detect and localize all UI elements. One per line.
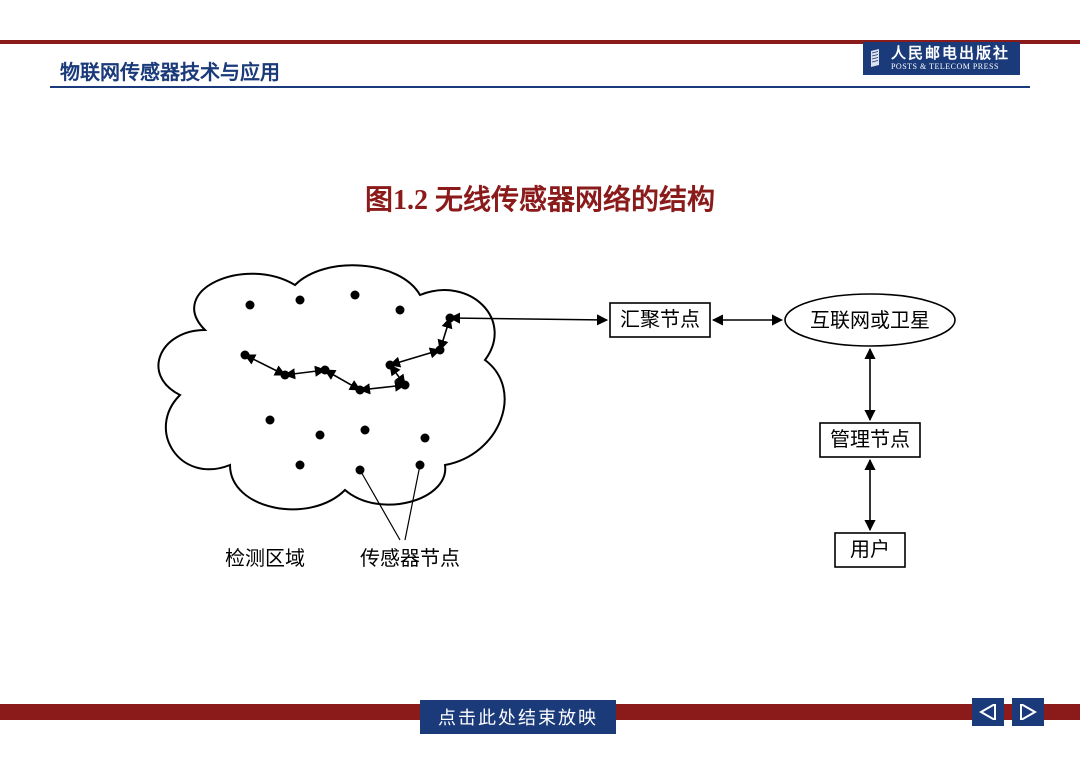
route-path	[245, 318, 450, 390]
label-sensor-node: 传感器节点	[360, 547, 460, 570]
route-segment	[360, 385, 405, 390]
next-slide-button[interactable]	[1012, 698, 1044, 726]
network-diagram: 汇聚节点 互联网或卫星 管理节点 用户 检测区域 传感器节点	[0, 240, 1080, 640]
triangle-right-icon	[1019, 704, 1037, 720]
sensor-dot	[421, 434, 430, 443]
sensor-dot	[351, 291, 360, 300]
end-slideshow-button[interactable]: 点击此处结束放映	[420, 700, 616, 734]
node-user-label: 用户	[850, 538, 890, 561]
prev-slide-button[interactable]	[972, 698, 1004, 726]
route-segment	[390, 365, 405, 385]
route-segment	[245, 355, 285, 375]
cloud-region	[158, 265, 504, 509]
sensor-dot	[296, 296, 305, 305]
node-manager-label: 管理节点	[830, 428, 910, 451]
route-segment	[390, 350, 440, 365]
edge-sensor-sink	[450, 318, 607, 320]
page-header-title: 物联网传感器技术与应用	[60, 56, 280, 85]
sensor-dot	[266, 416, 275, 425]
node-internet-label: 互联网或卫星	[810, 309, 930, 332]
node-sink-label: 汇聚节点	[620, 308, 700, 331]
header-underline	[50, 86, 1030, 88]
triangle-left-icon	[979, 704, 997, 720]
sensor-dot	[296, 461, 305, 470]
route-segment	[440, 318, 450, 350]
publisher-logo-icon	[869, 48, 885, 68]
sensor-dot	[361, 426, 370, 435]
sensor-dot	[316, 431, 325, 440]
publisher-badge: 人民邮电出版社 POSTS & TELECOM PRESS	[863, 42, 1020, 75]
sensor-dot	[246, 301, 255, 310]
figure-title: 图1.2 无线传感器网络的结构	[0, 178, 1080, 218]
sensor-dot	[396, 306, 405, 315]
route-segment	[325, 370, 360, 390]
route-segment	[285, 370, 325, 375]
publisher-name-cn: 人民邮电出版社	[891, 46, 1010, 62]
publisher-name-en: POSTS & TELECOM PRESS	[891, 63, 1010, 72]
label-cloud-region: 检测区域	[225, 547, 305, 570]
